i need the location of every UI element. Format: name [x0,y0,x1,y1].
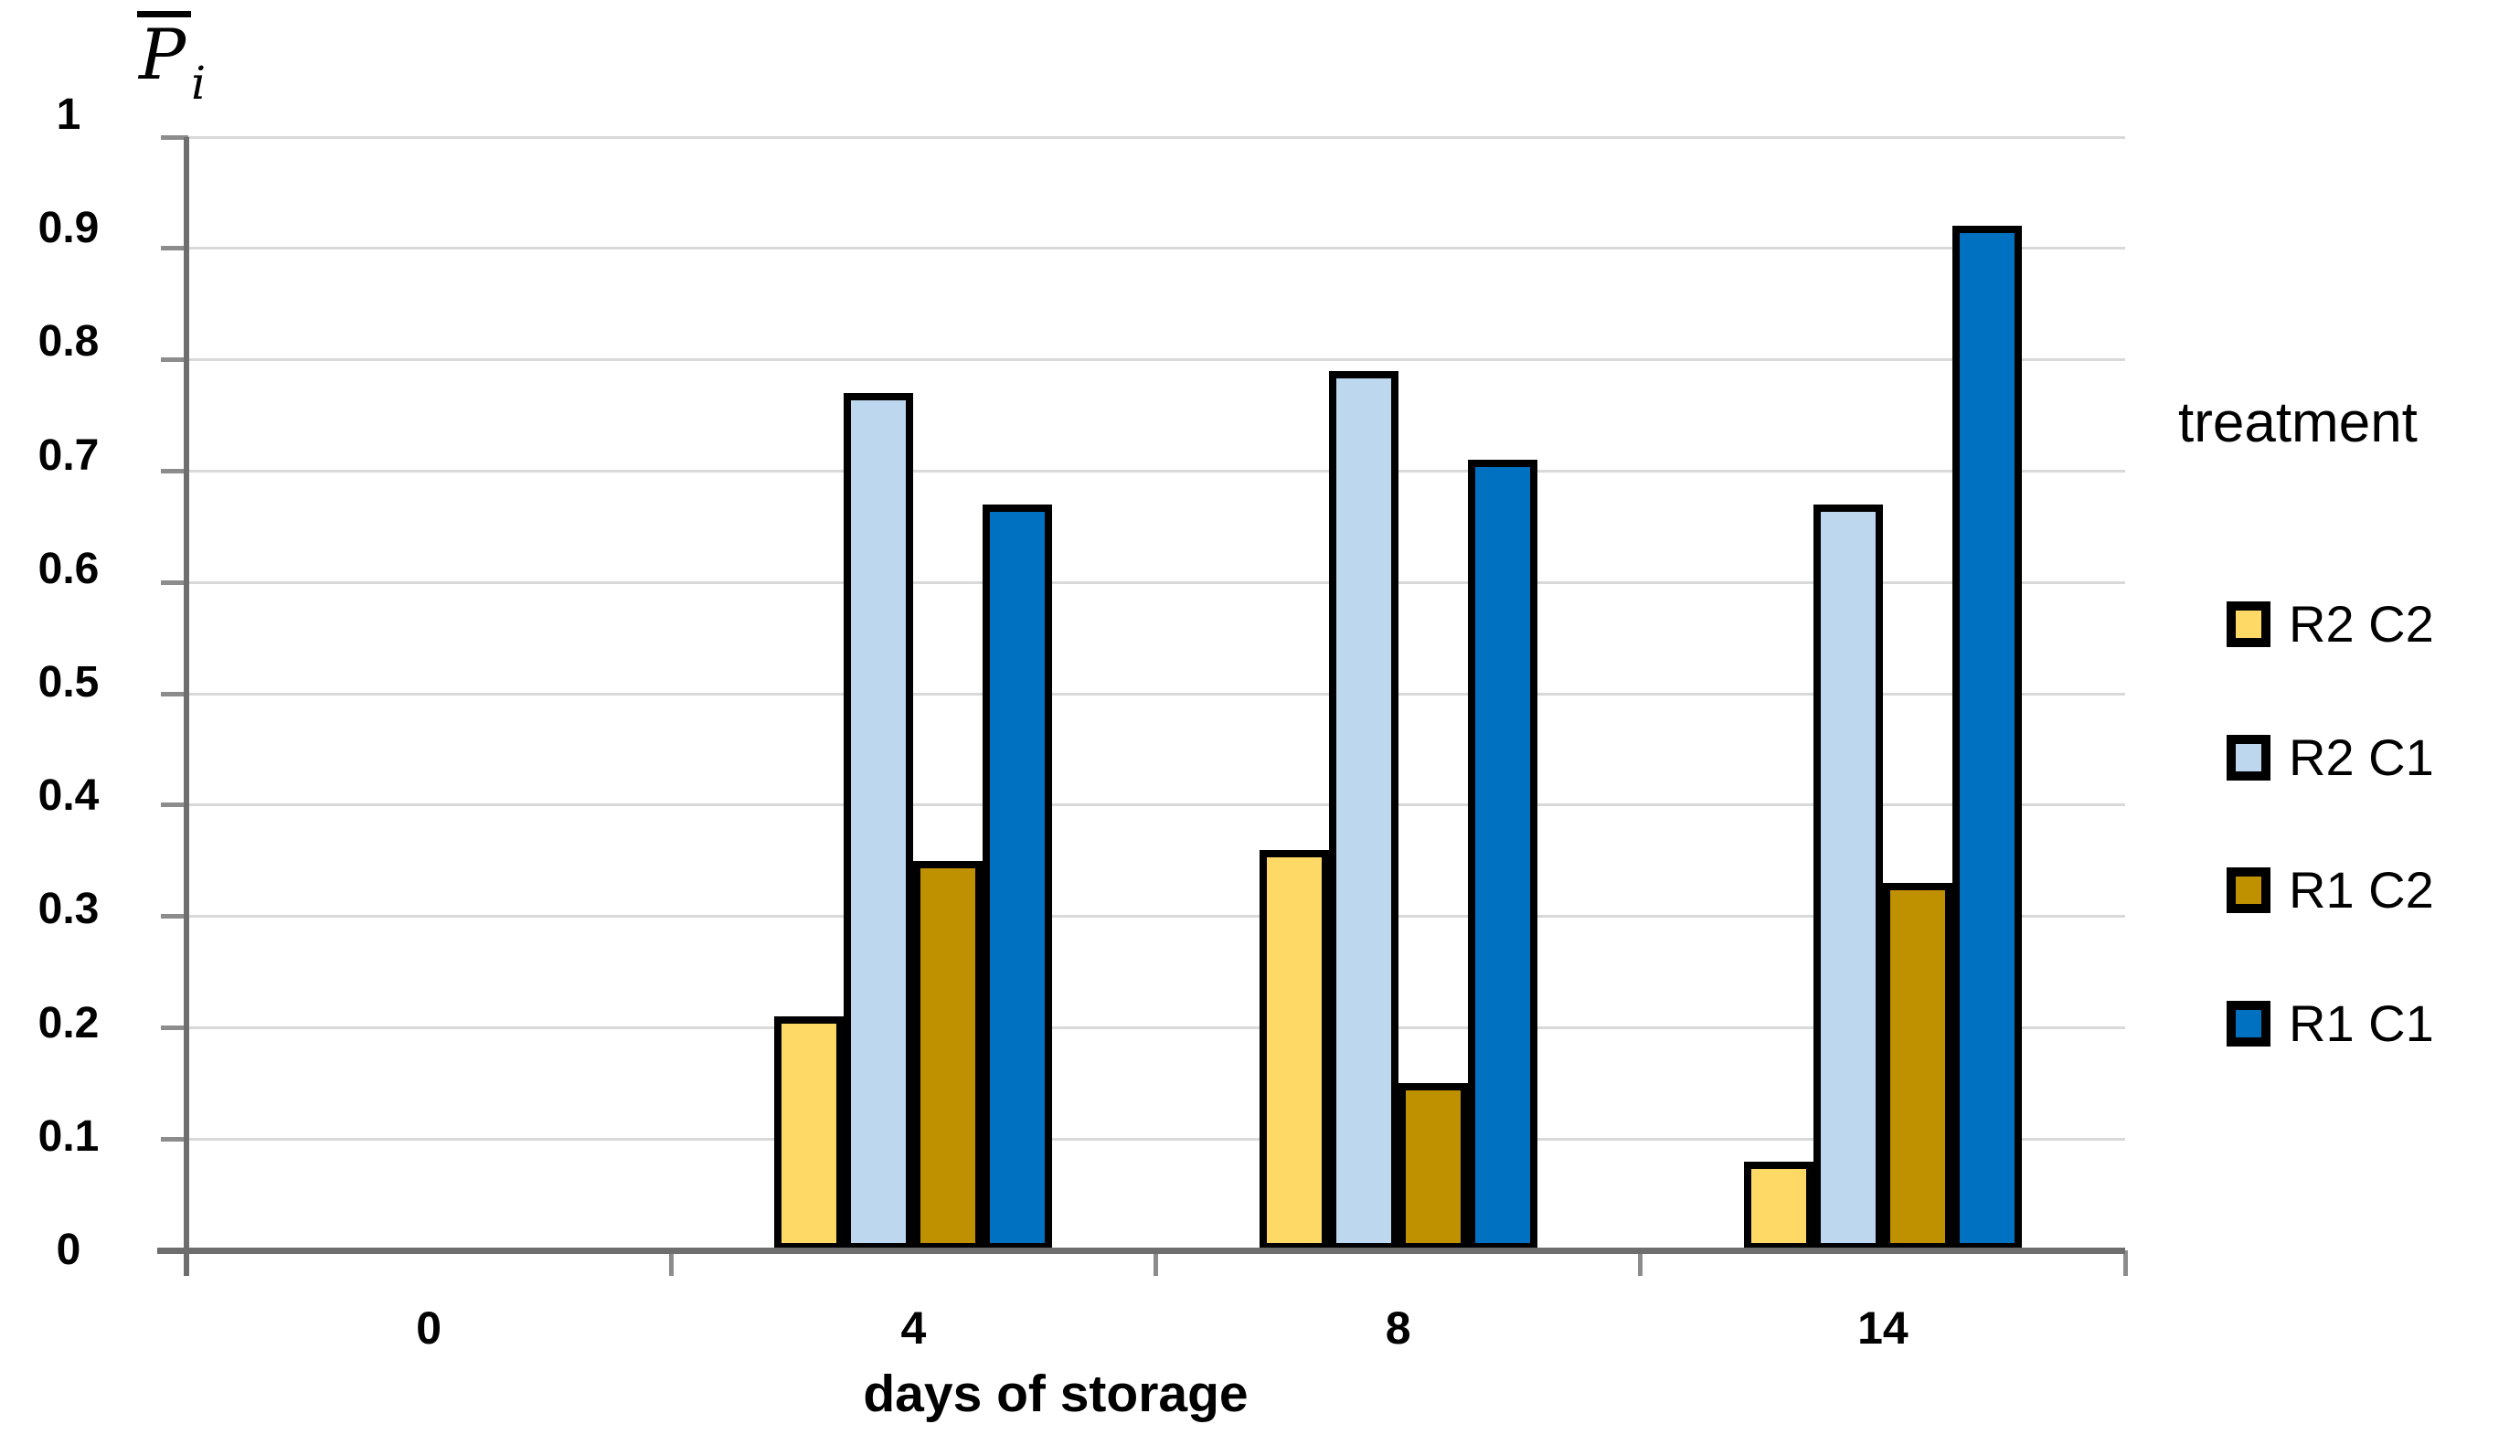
y-axis-tick-label: 0.7 [37,430,100,480]
y-axis-tick-label: 0.8 [37,317,100,367]
gridline-1 [186,135,2125,139]
y-axis-symbol: P [137,11,192,92]
y-axis-tick-label: 0.6 [37,544,100,593]
y-axis-tick-label: 0.1 [37,1111,100,1161]
gridline-0.1 [186,1137,2125,1141]
y-axis-tick-label: 0.4 [37,771,100,821]
bar-r1-c1-day-8 [1467,460,1537,1250]
bar-r1-c1-day-14 [1951,226,2022,1250]
x-axis-tick [1154,1250,1158,1276]
gridline-0.8 [186,358,2125,362]
gridline-0.4 [186,803,2125,807]
y-axis-tick [161,246,188,251]
bar-r2-c1-day-4 [844,393,914,1250]
gridline-0.5 [186,692,2125,696]
bar-r2-c1-day-8 [1328,370,1398,1250]
y-axis-tick [161,357,188,363]
y-axis-line [184,137,189,1276]
bar-r2-c2-day-4 [774,1016,845,1250]
x-axis-line [157,1247,2125,1254]
legend-swatch-r1-c2 [2227,867,2270,913]
bar-r2-c1-day-14 [1813,504,1883,1250]
y-axis-tick [161,579,188,585]
y-axis-tick [161,914,188,919]
bar-r1-c2-day-14 [1882,883,1952,1250]
x-axis-tick-label: 4 [900,1302,927,1354]
y-axis-tick-label: 0.2 [37,998,100,1047]
legend-label-r2-c2: R2 C2 [2289,595,2434,653]
x-axis-tick [2122,1250,2128,1276]
bar-r2-c2-day-8 [1259,849,1329,1250]
x-axis-tick [1638,1250,1643,1276]
bar-r1-c2-day-4 [913,860,984,1250]
y-axis-tick [161,1025,188,1030]
x-axis-tick [668,1250,674,1276]
x-axis-tick-label: 14 [1857,1302,1909,1354]
y-axis-tick-label: 1 [56,90,81,139]
y-axis-tick [161,1136,188,1142]
y-axis-tick [161,802,188,808]
y-axis-tick [161,468,188,473]
y-axis-tick [161,134,188,140]
legend-swatch-r2-c1 [2227,734,2270,781]
bar-r1-c1-day-4 [983,504,1053,1250]
legend-swatch-r1-c1 [2227,1000,2270,1047]
bar-r2-c2-day-14 [1743,1161,1813,1250]
y-axis-tick-label: 0.9 [37,204,100,253]
x-axis-title: days of storage [863,1365,1249,1423]
bar-r1-c2-day-8 [1398,1083,1468,1250]
gridline-0.6 [186,580,2125,584]
legend-label-r1-c2: R1 C2 [2289,861,2434,919]
y-axis-tick-label: 0 [56,1226,81,1274]
gridline-0.9 [186,247,2125,250]
gridline-0.7 [186,469,2125,473]
legend-swatch-r2-c2 [2227,601,2270,647]
gridline-0.3 [186,915,2125,919]
y-axis-tick-label: 0.3 [37,885,100,934]
y-axis-subscript: i [191,57,207,110]
x-axis-tick-label: 8 [1385,1302,1411,1354]
y-axis-tick-label: 0.5 [37,658,100,707]
legend-label-r1-c1: R1 C1 [2289,994,2434,1052]
gridline-0.2 [186,1026,2125,1029]
legend-label-r2-c1: R2 C1 [2289,728,2434,786]
x-axis-tick-label: 0 [416,1302,442,1354]
y-axis-tick [161,691,188,696]
legend-title: treatment [2178,391,2418,454]
